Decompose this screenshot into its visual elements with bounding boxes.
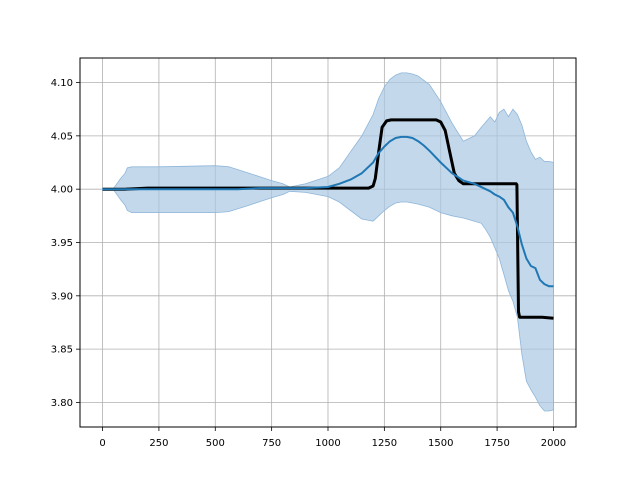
reference-line — [102, 118, 554, 320]
x-tick-label: 1250 — [372, 438, 397, 449]
x-tick-label: 1750 — [484, 438, 509, 449]
x-axis: 0 250 500 750 1000 1250 1500 1750 2000 — [99, 427, 566, 449]
x-tick-label: 1000 — [315, 438, 340, 449]
confidence-band — [102, 72, 554, 412]
x-tick-label: 500 — [206, 438, 225, 449]
x-tick-label: 0 — [99, 438, 105, 449]
x-tick-label: 750 — [262, 438, 281, 449]
y-axis: 3.80 3.85 3.90 3.95 4.00 4.05 4.10 — [51, 78, 80, 409]
plot-area — [102, 72, 554, 412]
mean-line — [102, 135, 554, 288]
y-tick-label: 3.85 — [51, 345, 73, 356]
x-tick-label: 250 — [149, 438, 168, 449]
x-tick-label: 2000 — [541, 438, 566, 449]
y-tick-label: 3.90 — [51, 291, 73, 302]
x-tick-label: 1500 — [428, 438, 453, 449]
y-tick-label: 4.00 — [51, 185, 73, 196]
y-tick-label: 4.05 — [51, 131, 73, 142]
y-tick-label: 4.10 — [51, 78, 73, 89]
y-tick-label: 3.80 — [51, 398, 73, 409]
y-tick-label: 3.95 — [51, 238, 73, 249]
